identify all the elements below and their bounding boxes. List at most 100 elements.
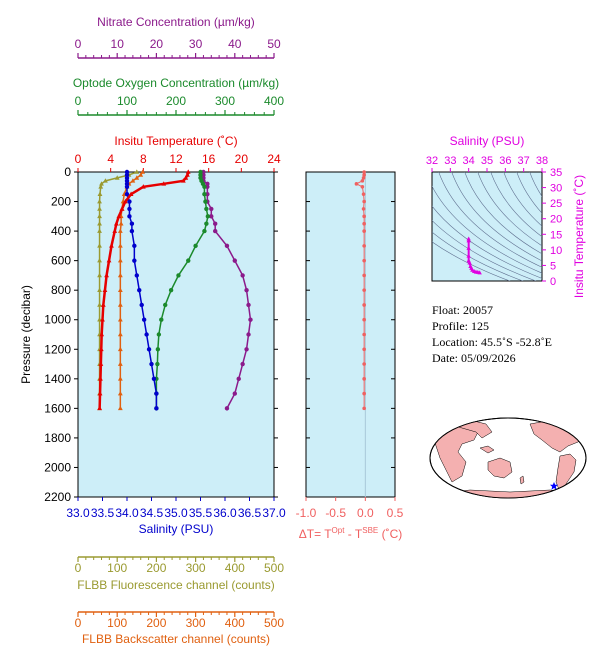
oxygen-point (193, 243, 198, 249)
delta-t-label-part: ΔT= T (299, 527, 332, 541)
backscatter-point (117, 228, 123, 233)
temperature-point (98, 361, 104, 366)
pressure-tick-label: 600 (51, 254, 71, 268)
oxygen-tick-label: 100 (117, 94, 137, 108)
temperature-axis-label: Insitu Temperature (˚C) (114, 134, 237, 148)
temperature-point (106, 258, 112, 263)
fluorescence-tick-label: 0 (75, 561, 82, 575)
temperature-point (98, 346, 104, 352)
temperature-tick-label: 20 (235, 152, 249, 166)
nitrate-point (209, 206, 214, 212)
fluorescence-point (114, 175, 120, 180)
temperature-point (100, 302, 106, 307)
salinity-point (154, 406, 159, 411)
nitrate-axis-label: Nitrate Concentration (µm/kg) (97, 15, 255, 29)
delta-t-point (362, 214, 366, 219)
salinity-point (132, 258, 137, 263)
oxygen-tick-label: 400 (264, 94, 284, 108)
temperature-point (185, 169, 191, 174)
temperature-line (98, 171, 190, 409)
delta-t-point (362, 221, 366, 226)
temperature-point (113, 221, 119, 226)
salinity-axis-label: Salinity (PSU) (139, 522, 214, 536)
backscatter-tick-label: 100 (107, 616, 127, 630)
delta-t-point (362, 258, 366, 263)
delta-t-point (361, 176, 366, 180)
pressure-axis-label: Pressure (decibar) (19, 285, 33, 384)
world-map (429, 417, 587, 499)
fluorescence-tick-label: 100 (107, 561, 127, 575)
delta-t-point (361, 192, 366, 196)
nitrate-tick-label: 40 (228, 37, 242, 51)
ts-isopycnal-line (529, 172, 542, 197)
oxygen-point (202, 191, 207, 197)
salinity-point (149, 361, 154, 367)
pressure-tick-label: 1400 (44, 372, 71, 386)
backscatter-tick-label: 200 (146, 616, 166, 630)
ts-temperature-tick-label: 25 (550, 198, 562, 210)
backscatter-point (117, 331, 123, 337)
salinity-point (146, 347, 152, 352)
pressure-tick-label: 400 (51, 224, 71, 238)
temperature-tick-label: 24 (267, 152, 281, 166)
ts-isopycnal-line (432, 185, 542, 274)
ts-isopycnals (432, 172, 542, 281)
ts-point (466, 253, 471, 258)
fluorescence-point (134, 169, 140, 174)
delta-t-point (362, 347, 366, 352)
delta-t-plot-area (305, 171, 396, 498)
delta-t-tick-label: 0.0 (357, 506, 374, 520)
temperature-point (98, 376, 103, 381)
delta-t-panel: -1.0 -0.5 0.0 0.5 ΔT= TOpt - TSBE (˚C) (296, 170, 404, 541)
backscatter-point (138, 172, 144, 177)
fluorescence-point (97, 258, 102, 263)
temperature-point (161, 181, 167, 186)
fluorescence-tick-label: 500 (264, 561, 284, 575)
oxygen-point (156, 332, 162, 337)
salinity-point (127, 199, 132, 204)
ts-diagram: 32 33 34 35 36 37 38 Salinity (PSU) 0 5 10 15 20 25 30… (426, 134, 586, 298)
backscatter-point (118, 221, 124, 226)
salinity-point (132, 243, 137, 249)
oxygen-point (176, 273, 181, 278)
temperature-point (116, 213, 122, 219)
ts-salinity-tick-label: 34 (463, 155, 475, 167)
salinity-tick-label: 35.5 (189, 506, 213, 520)
map-landmass-islands (479, 445, 495, 454)
oxygen-tick-label: 200 (166, 94, 186, 108)
temperature-point (104, 272, 109, 278)
ts-temperature-tick-label: 20 (550, 214, 562, 226)
backscatter-point (117, 258, 123, 263)
ts-isopycnal-line (464, 172, 542, 255)
salinity-point (137, 287, 142, 293)
salinity-point (129, 221, 135, 226)
nitrate-point (240, 273, 245, 278)
salinity-point (127, 214, 132, 219)
nitrate-tick-label: 50 (267, 37, 281, 51)
delta-t-tick-label: -0.5 (325, 506, 346, 520)
nitrate-tick-label: 30 (189, 37, 203, 51)
ts-point (477, 270, 482, 275)
temperature-point (102, 287, 108, 292)
salinity-point (127, 206, 132, 212)
nitrate-point (224, 243, 230, 249)
top-axes: 0 10 20 30 40 50 Nitrate Concentration (µm/kg)… (73, 15, 284, 116)
backscatter-point (117, 361, 123, 366)
fluorescence-tick-label: 400 (225, 561, 245, 575)
float-info: Float: 20057 Profile: 125 Location: 45.5… (432, 303, 552, 365)
fluorescence-axis-label: FLBB Fluorescence channel (counts) (77, 578, 274, 592)
salinity-tick-label: 35.0 (164, 506, 188, 520)
fluorescence-point (97, 228, 102, 233)
oxygen-tick-label: 0 (75, 94, 82, 108)
backscatter-point (117, 346, 123, 352)
ts-point (467, 260, 472, 265)
temperature-point (122, 198, 128, 204)
pressure-tick-label: 2000 (44, 460, 71, 474)
nitrate-tick-label: 0 (75, 37, 82, 51)
pressure-tick-label: 1200 (44, 342, 71, 356)
fluorescence-point (103, 178, 108, 183)
temperature-tick-label: 12 (169, 152, 183, 166)
salinity-tick-label: 33.5 (91, 506, 115, 520)
float-id: Float: 20057 (432, 303, 493, 317)
salinity-point (129, 228, 135, 234)
